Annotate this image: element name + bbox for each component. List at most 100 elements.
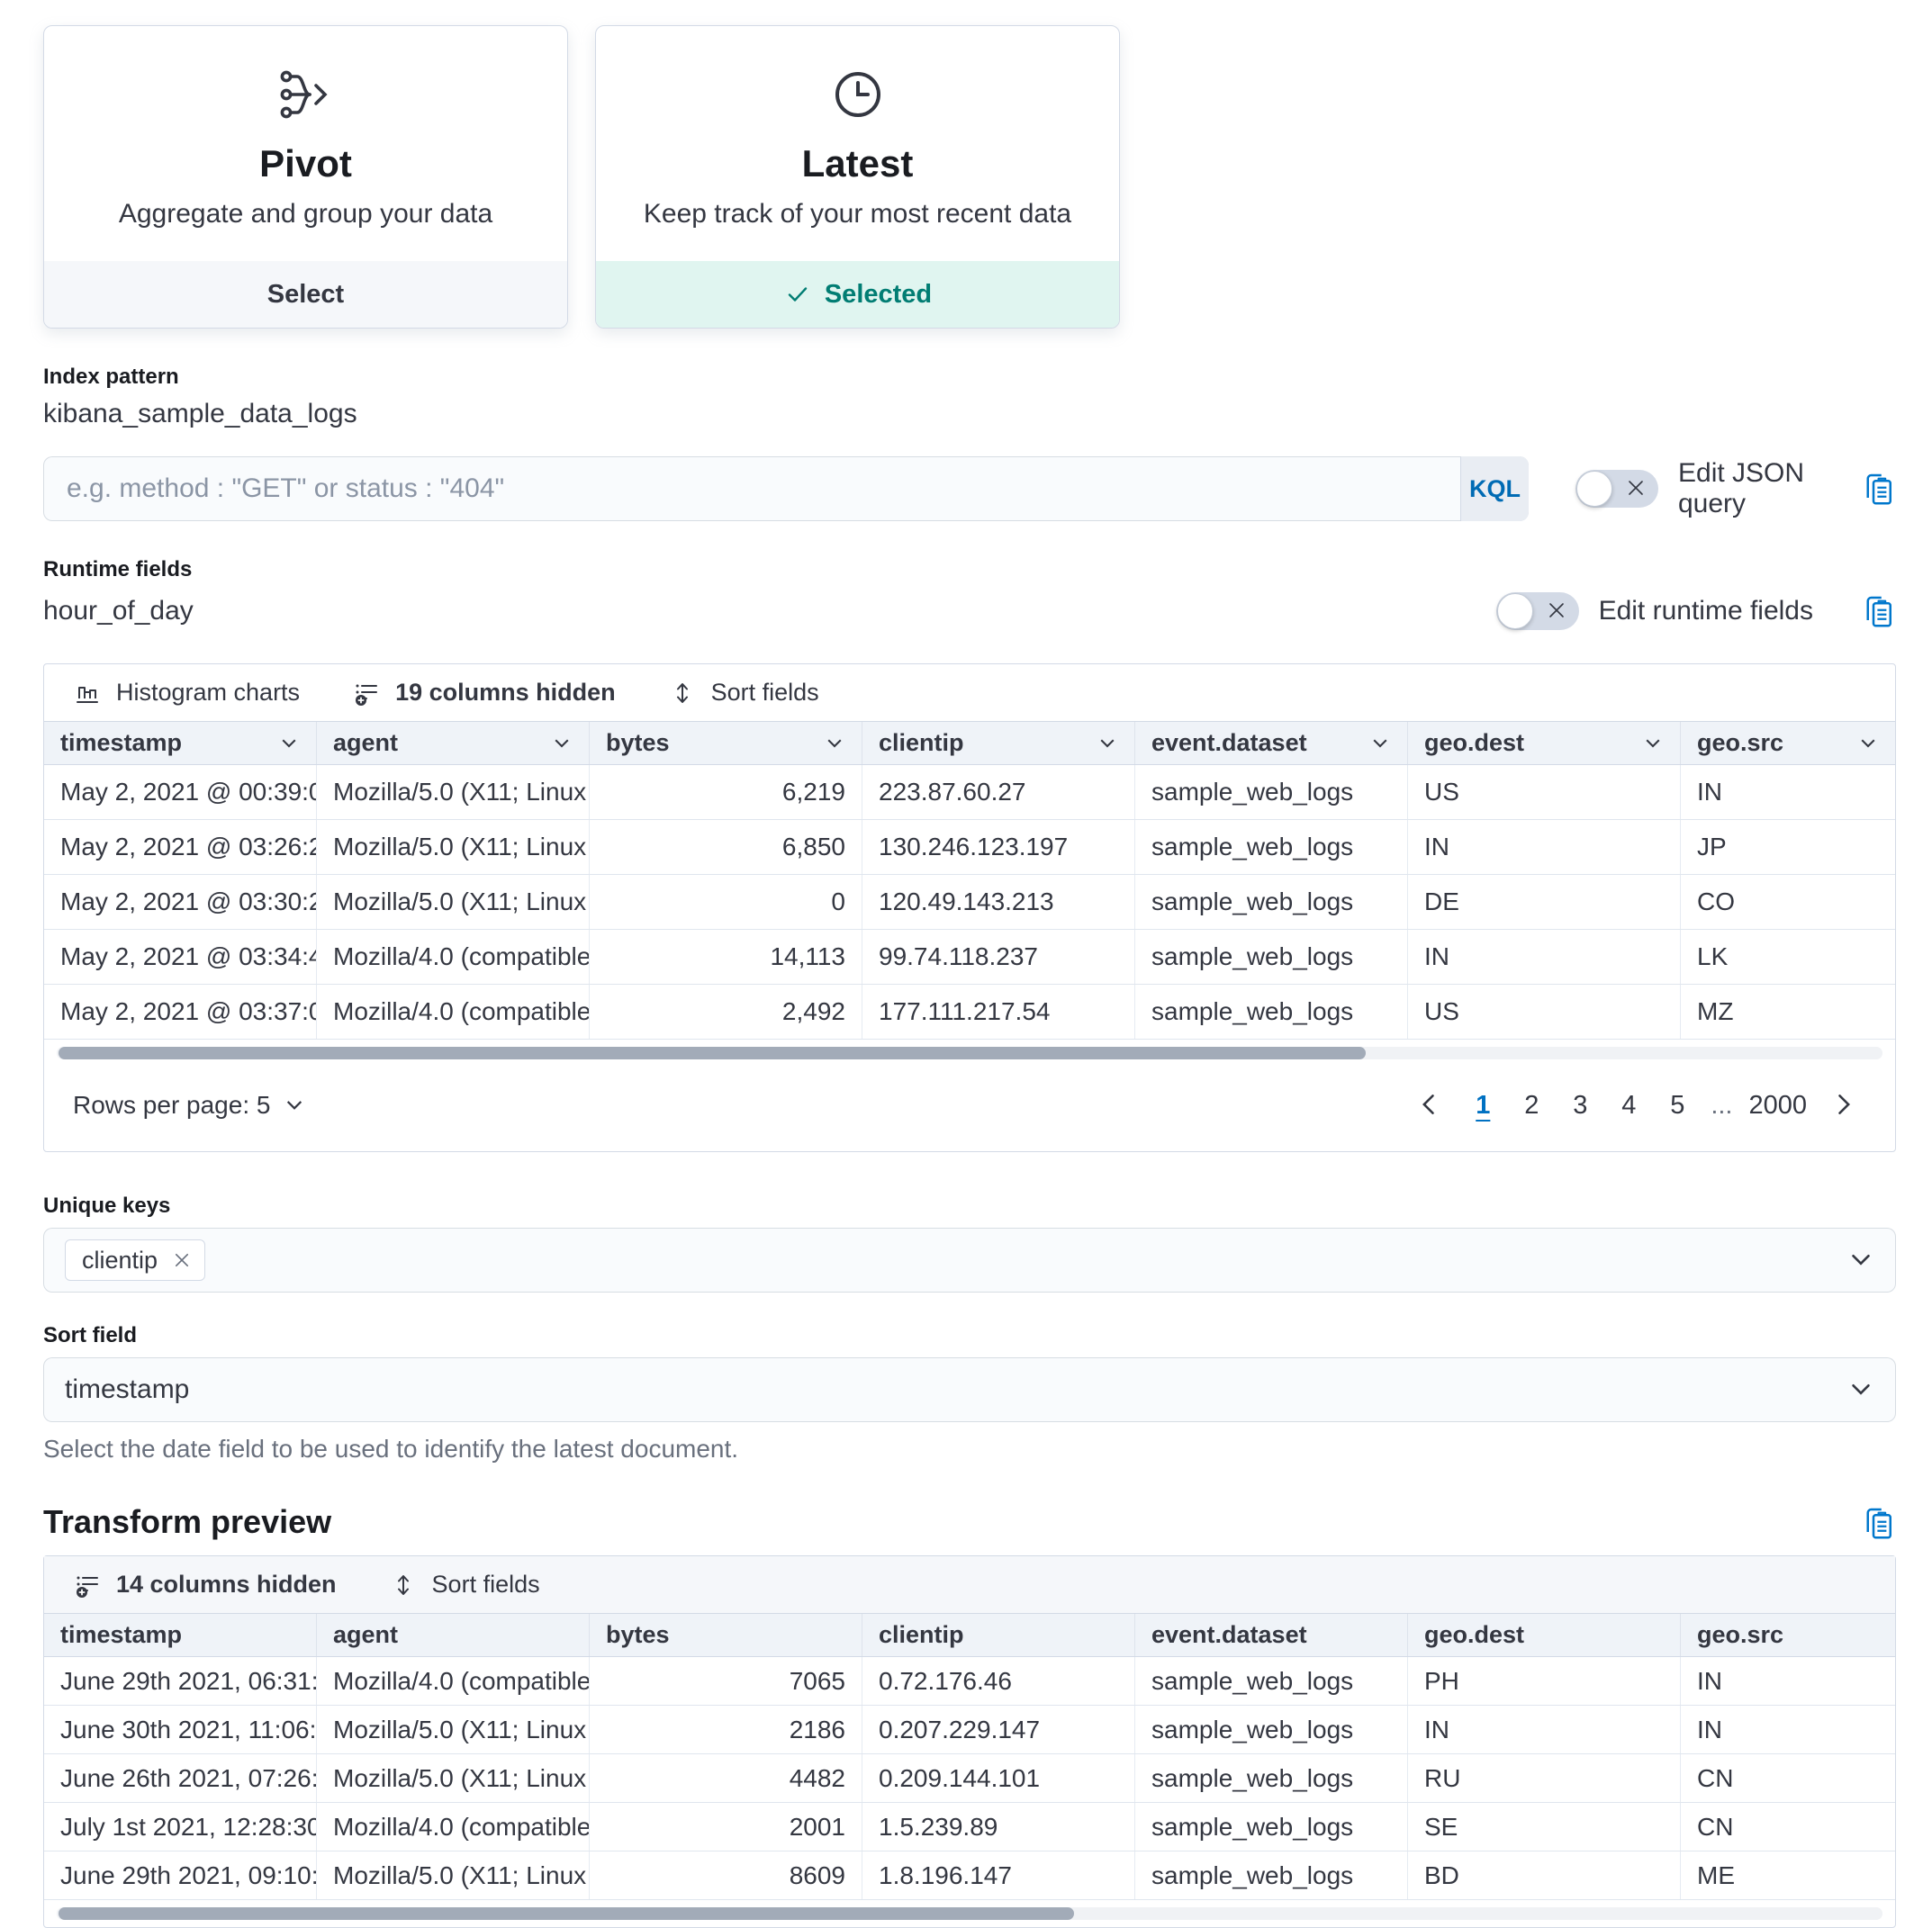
page-button-5[interactable]: 5: [1653, 1081, 1702, 1130]
table-cell[interactable]: 130.246.123.197: [862, 820, 1135, 874]
table-cell[interactable]: sample_web_logs: [1135, 820, 1408, 874]
table-cell[interactable]: 120.49.143.213: [862, 875, 1135, 929]
table-cell[interactable]: US: [1408, 985, 1681, 1039]
table-cell[interactable]: US: [1408, 765, 1681, 819]
table-cell[interactable]: 6,219: [590, 765, 862, 819]
table-cell[interactable]: Mozilla/4.0 (compatible; ...: [317, 985, 590, 1039]
table-cell: Mozilla/5.0 (X11; Linux i6...: [317, 1851, 590, 1899]
histogram-charts-button[interactable]: Histogram charts: [73, 679, 300, 707]
column-header-timestamp[interactable]: timestamp: [44, 722, 317, 764]
column-header-clientip[interactable]: clientip: [862, 722, 1135, 764]
column-header-agent: agent: [317, 1614, 590, 1656]
table-cell[interactable]: sample_web_logs: [1135, 930, 1408, 984]
runtime-fields-label: Runtime fields: [43, 557, 193, 581]
table-cell[interactable]: sample_web_logs: [1135, 765, 1408, 819]
table-cell[interactable]: sample_web_logs: [1135, 985, 1408, 1039]
table-cell[interactable]: 177.111.217.54: [862, 985, 1135, 1039]
table-cell[interactable]: Mozilla/5.0 (X11; Linux x...: [317, 765, 590, 819]
toggle-off-x-icon: [1548, 603, 1564, 617]
runtime-fields-section: Runtime fields hour_of_day Edit runtime …: [43, 557, 1896, 631]
table-cell: IN: [1408, 1706, 1681, 1753]
unique-key-pill-clientip[interactable]: clientip: [65, 1239, 206, 1281]
column-header-bytes[interactable]: bytes: [590, 722, 862, 764]
table-cell: BD: [1408, 1851, 1681, 1899]
table-cell: sample_web_logs: [1135, 1754, 1408, 1802]
column-header-geo.src: geo.src: [1697, 1621, 1784, 1648]
edit-runtime-fields-toggle[interactable]: [1495, 592, 1579, 630]
table-cell[interactable]: 0: [590, 875, 862, 929]
copy-preview-button[interactable]: [1860, 1503, 1896, 1543]
table-cell[interactable]: DE: [1408, 875, 1681, 929]
clipboard-copy-icon: [1866, 596, 1891, 627]
previous-page-button[interactable]: [1406, 1082, 1453, 1129]
table-cell[interactable]: Mozilla/5.0 (X11; Linux x...: [317, 820, 590, 874]
preview-columns-hidden-button[interactable]: 14 columns hidden: [73, 1571, 337, 1599]
column-header-event.dataset[interactable]: event.dataset: [1135, 722, 1408, 764]
table-cell[interactable]: 6,850: [590, 820, 862, 874]
kql-language-button[interactable]: KQL: [1460, 456, 1529, 521]
preview-grid-header-row: timestamp agent bytes clientip event.dataset…: [44, 1614, 1895, 1657]
table-cell[interactable]: May 2, 2021 @ 03:37:04...: [44, 985, 317, 1039]
table-cell[interactable]: IN: [1408, 820, 1681, 874]
copy-runtime-fields-button[interactable]: [1860, 591, 1896, 631]
transform-preview-title: Transform preview: [43, 1503, 332, 1540]
table-cell[interactable]: May 2, 2021 @ 03:34:43...: [44, 930, 317, 984]
table-cell: sample_web_logs: [1135, 1851, 1408, 1899]
preview-sort-fields-button[interactable]: Sort fields: [389, 1571, 540, 1599]
column-header-agent[interactable]: agent: [317, 722, 590, 764]
page-button-2[interactable]: 2: [1507, 1081, 1556, 1130]
page-button-1[interactable]: 1: [1458, 1081, 1507, 1130]
table-cell[interactable]: 14,113: [590, 930, 862, 984]
table-cell: IN: [1697, 1666, 1722, 1695]
table-cell[interactable]: Mozilla/4.0 (compatible; ...: [317, 930, 590, 984]
table-cell[interactable]: May 2, 2021 @ 00:39:02...: [44, 765, 317, 819]
horizontal-scrollbar[interactable]: [57, 1907, 1882, 1920]
table-cell: June 26th 2021, 07:26:37: [44, 1754, 317, 1802]
table-cell[interactable]: MZ: [1697, 997, 1734, 1025]
preview-grid-body: June 29th 2021, 06:31:00Mozilla/4.0 (com…: [44, 1657, 1895, 1900]
page-button-4[interactable]: 4: [1604, 1081, 1653, 1130]
table-cell[interactable]: CO: [1697, 887, 1735, 915]
pagination: 1 2 3 4 5... 2000: [1406, 1081, 1866, 1130]
pivot-select-button[interactable]: Select: [44, 261, 567, 328]
histogram-charts-label: Histogram charts: [116, 679, 301, 706]
scrollbar-thumb[interactable]: [59, 1047, 1366, 1059]
edit-json-query-toggle[interactable]: [1575, 470, 1658, 508]
table-cell[interactable]: IN: [1697, 778, 1722, 806]
columns-hidden-button[interactable]: 19 columns hidden: [352, 679, 616, 707]
table-cell[interactable]: JP: [1697, 833, 1727, 860]
table-cell[interactable]: May 2, 2021 @ 03:26:21...: [44, 820, 317, 874]
transform-preview-header: Transform preview: [43, 1503, 1896, 1543]
sort-fields-button[interactable]: Sort fields: [668, 679, 819, 707]
table-cell[interactable]: sample_web_logs: [1135, 875, 1408, 929]
rows-per-page-button[interactable]: Rows per page: 5: [73, 1091, 306, 1120]
page-button-2000[interactable]: 2000: [1741, 1081, 1814, 1130]
page-button-3[interactable]: 3: [1556, 1081, 1604, 1130]
unique-keys-combobox[interactable]: clientip: [43, 1228, 1896, 1293]
column-header-geo.dest[interactable]: geo.dest: [1408, 722, 1681, 764]
table-cell[interactable]: IN: [1408, 930, 1681, 984]
remove-unique-key-button[interactable]: [172, 1248, 195, 1272]
unique-key-pill-label: clientip: [82, 1246, 158, 1274]
edit-runtime-fields-switch-group: Edit runtime fields: [1495, 592, 1813, 630]
table-cell[interactable]: 2,492: [590, 985, 862, 1039]
copy-query-button[interactable]: [1860, 469, 1896, 509]
search-query-input[interactable]: [43, 456, 1460, 521]
table-cell[interactable]: May 2, 2021 @ 03:30:25...: [44, 875, 317, 929]
table-row: June 29th 2021, 06:31:00Mozilla/4.0 (com…: [44, 1657, 1895, 1706]
query-row: KQL Edit JSON query: [43, 456, 1896, 521]
column-header-geo.src[interactable]: geo.src: [1681, 722, 1895, 764]
sort-field-select[interactable]: timestamp: [43, 1357, 1896, 1422]
table-cell: Mozilla/4.0 (compatible; ...: [317, 1657, 590, 1705]
table-cell[interactable]: LK: [1697, 942, 1729, 970]
next-page-button[interactable]: [1819, 1082, 1866, 1129]
toggle-knob: [1576, 471, 1612, 507]
table-cell[interactable]: 223.87.60.27: [862, 765, 1135, 819]
column-header-geo.dest: geo.dest: [1408, 1614, 1681, 1656]
scrollbar-thumb[interactable]: [59, 1907, 1074, 1920]
table-cell[interactable]: 99.74.118.237: [862, 930, 1135, 984]
horizontal-scrollbar[interactable]: [57, 1047, 1882, 1059]
latest-selected-button[interactable]: Selected: [596, 261, 1119, 328]
table-cell[interactable]: Mozilla/5.0 (X11; Linux i6...: [317, 875, 590, 929]
